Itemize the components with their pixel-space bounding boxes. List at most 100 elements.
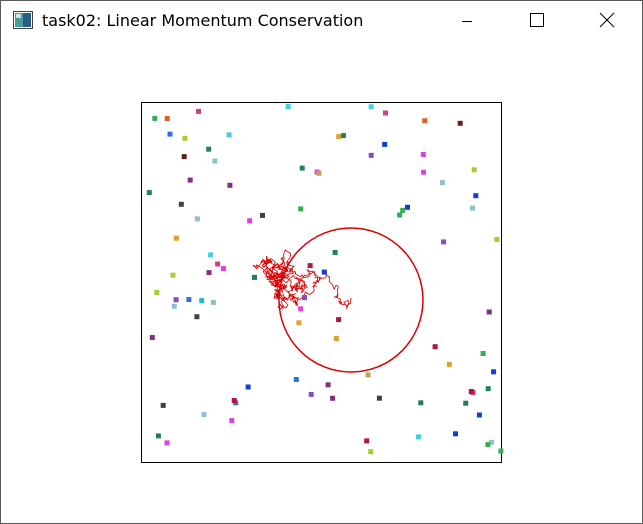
app-window-icon [13,11,33,29]
minimize-button[interactable] [444,1,490,40]
particle [457,120,463,126]
particle [164,116,170,121]
particle [486,309,492,315]
particle [155,433,161,439]
particle [368,104,374,110]
maximize-icon [530,13,544,27]
particle [173,297,179,303]
particle [336,134,342,140]
particle [285,104,291,109]
particle [418,400,424,406]
particle [149,335,155,340]
particle [220,266,226,271]
particle [470,205,475,211]
close-button[interactable] [584,1,630,40]
particle [416,434,421,440]
particle [473,193,479,199]
particle [376,395,382,401]
particle [494,237,500,242]
particle [212,158,218,164]
trail-path [252,249,352,310]
particle [167,131,173,137]
particle [332,250,338,255]
particle [226,132,232,138]
particle [463,400,469,406]
particle [485,386,491,392]
window-title: task02: Linear Momentum Conservation [42,11,364,30]
particle [308,391,314,397]
particle [471,167,477,173]
close-icon [599,12,615,28]
particle [307,263,313,269]
particle [170,272,176,278]
minimize-icon [462,21,472,22]
particle [154,290,160,295]
particle [446,361,452,367]
particle [316,170,322,176]
particle [365,372,371,378]
particle [383,110,388,116]
particle [397,212,403,218]
simulation-box [141,102,502,463]
particle [206,146,212,152]
particle [245,384,251,390]
particle [164,440,170,446]
particle [302,295,307,301]
particle [199,298,205,304]
particle [453,431,458,437]
particle [160,402,166,408]
simulation-canvas-area [1,40,642,523]
particle [368,449,374,455]
particle [468,389,474,394]
particle [480,351,486,356]
particle [206,270,212,276]
particle [382,141,388,147]
particle [440,180,445,186]
particle [231,398,237,403]
particle [194,314,200,320]
particle [405,204,410,210]
particle [178,201,184,207]
particle [210,299,216,305]
particle [421,169,427,175]
particle [336,317,342,323]
particle [491,369,497,375]
particle [247,218,253,224]
particle [208,252,214,258]
particle [485,442,491,448]
particle [298,306,304,312]
maximize-button[interactable] [513,1,559,40]
particle [321,269,327,275]
particle [173,235,179,241]
particle [400,207,406,213]
particle [476,412,482,418]
title-bar[interactable]: task02: Linear Momentum Conservation [1,1,642,40]
particle [181,154,187,160]
particle [146,190,152,196]
particle [422,118,428,124]
particle [333,336,339,341]
particle [196,108,201,114]
particle [201,412,207,417]
simulation-canvas[interactable] [1,40,642,523]
particle [441,239,447,245]
particle [299,165,305,171]
particle [229,418,235,424]
particle [171,303,177,309]
particle [298,206,304,212]
particle [215,261,221,267]
particle [260,212,265,218]
particles [146,104,504,455]
particle [252,274,257,280]
particle [420,152,426,157]
brownian-trail [252,249,352,310]
particle [296,320,302,326]
particle [152,115,158,121]
particle [187,177,193,183]
big-ball [278,227,424,373]
particle [182,135,188,141]
particle [325,382,331,388]
particle [368,152,374,158]
particle [186,297,192,302]
